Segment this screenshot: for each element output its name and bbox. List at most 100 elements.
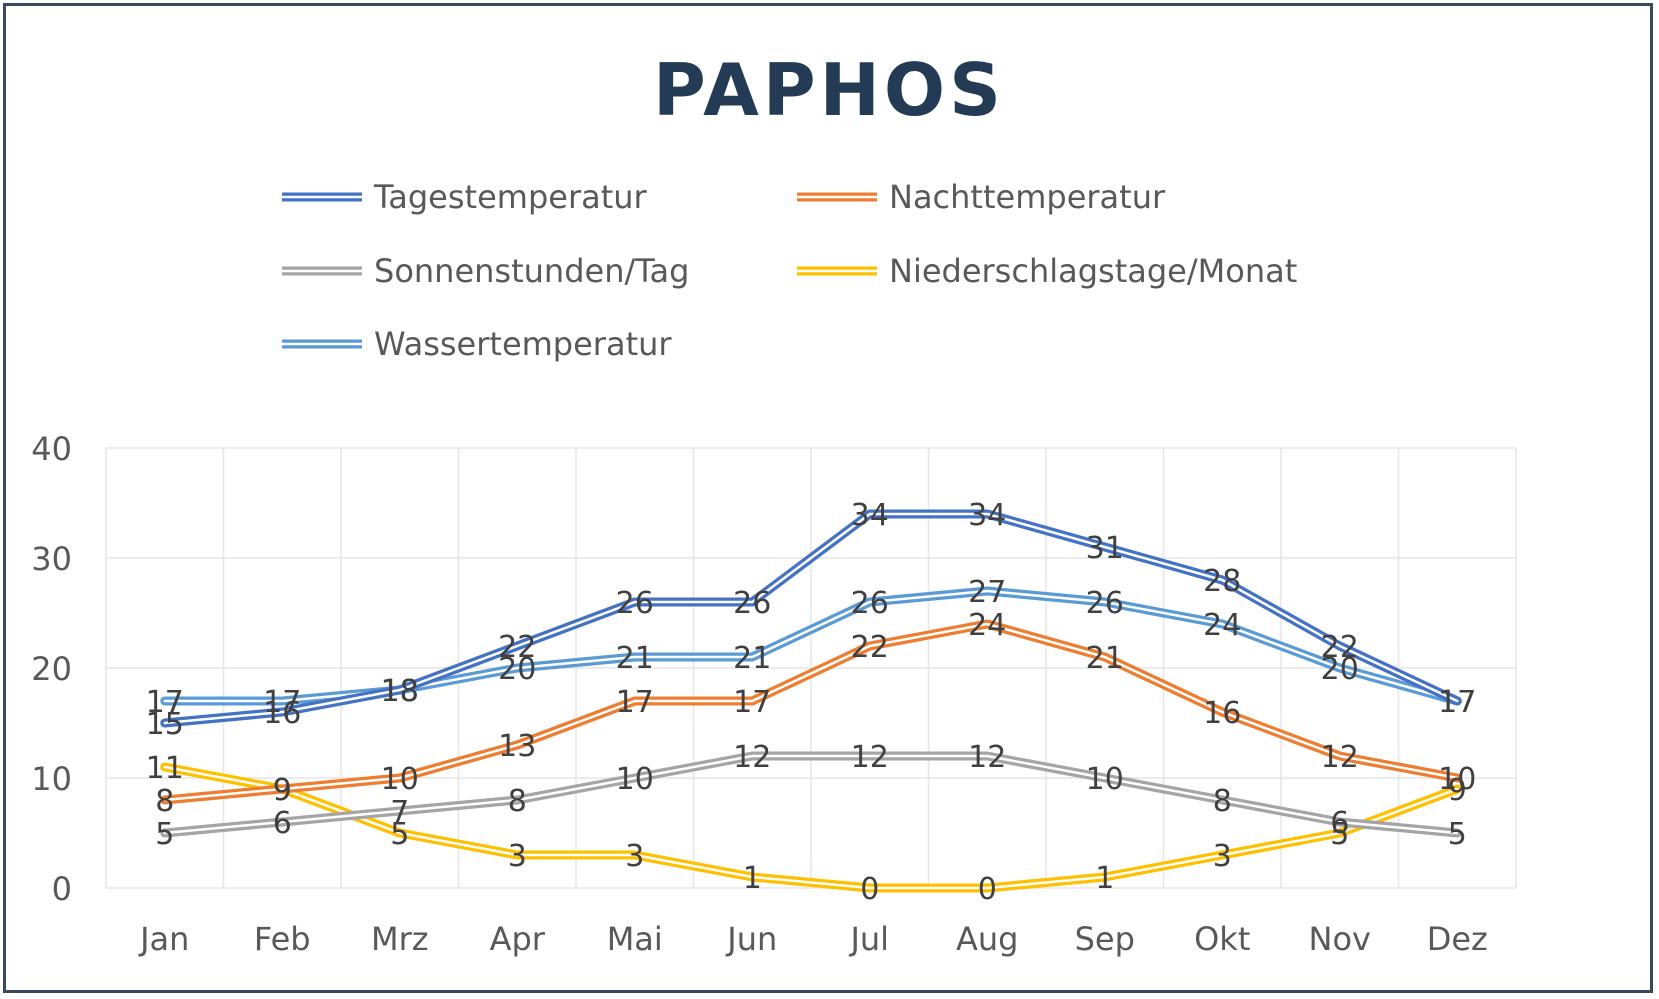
data-label: 6 — [1330, 806, 1349, 841]
data-label: 26 — [851, 586, 889, 621]
data-label: 16 — [263, 696, 301, 731]
y-tick-label: 10 — [31, 760, 72, 798]
series-lines — [160, 509, 1462, 893]
x-tick-label: Jul — [848, 920, 889, 958]
legend-item: Wassertemperatur — [282, 325, 672, 363]
data-label: 1 — [743, 861, 762, 896]
legend-label: Tagestemperatur — [373, 178, 648, 216]
x-tick-label: Mrz — [371, 920, 429, 958]
series-line — [160, 619, 1462, 805]
data-label: 26 — [616, 586, 654, 621]
y-axis: 0 10 20 30 40 — [31, 430, 72, 908]
x-tick-label: Jan — [138, 920, 189, 958]
data-label: 11 — [146, 751, 184, 786]
data-label: 10 — [1438, 762, 1476, 797]
x-tick-label: Mai — [607, 920, 663, 958]
x-tick-label: Feb — [254, 920, 311, 958]
legend-item: Tagestemperatur — [282, 178, 648, 216]
data-label: 12 — [1321, 740, 1359, 775]
data-label: 17 — [616, 685, 654, 720]
data-label: 18 — [381, 674, 419, 709]
data-label: 21 — [1086, 641, 1124, 676]
legend-label: Wassertemperatur — [374, 325, 672, 363]
x-tick-label: Jun — [725, 920, 777, 958]
x-tick-label: Aug — [956, 920, 1018, 958]
plot-grid — [105, 447, 1517, 889]
data-label: 28 — [1203, 564, 1241, 599]
data-label: 16 — [1203, 696, 1241, 731]
x-tick-label: Nov — [1309, 920, 1371, 958]
data-label: 34 — [968, 498, 1006, 533]
y-tick-label: 20 — [31, 650, 72, 688]
data-label: 10 — [381, 762, 419, 797]
data-label: 5 — [390, 817, 409, 852]
data-label: 17 — [146, 685, 184, 720]
data-label: 5 — [155, 817, 174, 852]
data-label: 22 — [498, 630, 536, 665]
data-label: 1 — [1095, 861, 1114, 896]
x-tick-label: Apr — [490, 920, 546, 958]
data-label: 17 — [1438, 685, 1476, 720]
data-label: 20 — [1321, 652, 1359, 687]
data-label: 8 — [508, 784, 527, 819]
data-label: 10 — [1086, 762, 1124, 797]
data-label: 21 — [733, 641, 771, 676]
data-label: 26 — [733, 586, 771, 621]
series-line-inner — [163, 512, 1459, 725]
data-label: 8 — [1213, 784, 1232, 819]
data-label: 22 — [1321, 630, 1359, 665]
data-label: 7 — [390, 795, 409, 830]
series-line-inner — [163, 754, 1459, 835]
x-tick-label: Sep — [1075, 920, 1135, 958]
data-label: 8 — [155, 784, 174, 819]
data-label: 12 — [851, 740, 889, 775]
data-label: 21 — [616, 641, 654, 676]
legend-item: Niederschlagstage/Monat — [797, 252, 1297, 290]
legend-item: Sonnenstunden/Tag — [282, 252, 689, 290]
data-label: 17 — [733, 685, 771, 720]
legend: Tagestemperatur Nachttemperatur Sonnenstun… — [282, 178, 1297, 363]
series-line — [160, 509, 1462, 728]
data-label: 6 — [273, 806, 292, 841]
x-tick-label: Dez — [1427, 920, 1488, 958]
data-label: 12 — [733, 740, 771, 775]
data-label: 9 — [273, 773, 292, 808]
legend-label: Sonnenstunden/Tag — [374, 252, 689, 290]
data-label: 13 — [498, 729, 536, 764]
legend-item: Nachttemperatur — [797, 178, 1166, 216]
data-label: 24 — [1203, 608, 1241, 643]
data-label: 3 — [625, 839, 644, 874]
data-label: 0 — [978, 872, 997, 907]
data-label: 9 — [273, 773, 292, 808]
data-label: 20 — [498, 652, 536, 687]
data-label: 22 — [851, 630, 889, 665]
series-line-inner — [163, 622, 1459, 802]
y-tick-label: 30 — [31, 540, 72, 578]
x-axis: Jan Feb Mrz Apr Mai Jun Jul Aug Sep Okt Nov Dez — [138, 920, 1488, 958]
data-label: 10 — [616, 762, 654, 797]
data-label: 34 — [851, 498, 889, 533]
series-line — [160, 762, 1462, 893]
data-label: 5 — [1448, 817, 1467, 852]
data-label: 17 — [263, 685, 301, 720]
y-tick-label: 0 — [52, 870, 72, 908]
data-label: 26 — [1086, 586, 1124, 621]
y-tick-label: 40 — [31, 430, 72, 468]
data-label: 5 — [1330, 817, 1349, 852]
legend-label: Nachttemperatur — [889, 178, 1166, 216]
data-label: 24 — [968, 608, 1006, 643]
data-label: 27 — [968, 575, 1006, 610]
series-line-inner — [163, 765, 1459, 890]
x-tick-label: Okt — [1194, 920, 1250, 958]
data-label: 15 — [146, 707, 184, 742]
data-label: 12 — [968, 740, 1006, 775]
data-label: 3 — [508, 839, 527, 874]
data-label: 0 — [860, 872, 879, 907]
data-label: 31 — [1086, 531, 1124, 566]
chart-title: PAPHOS — [653, 48, 1005, 132]
data-label: 17 — [1438, 685, 1476, 720]
data-label: 9 — [1448, 773, 1467, 808]
series-line — [160, 751, 1462, 838]
